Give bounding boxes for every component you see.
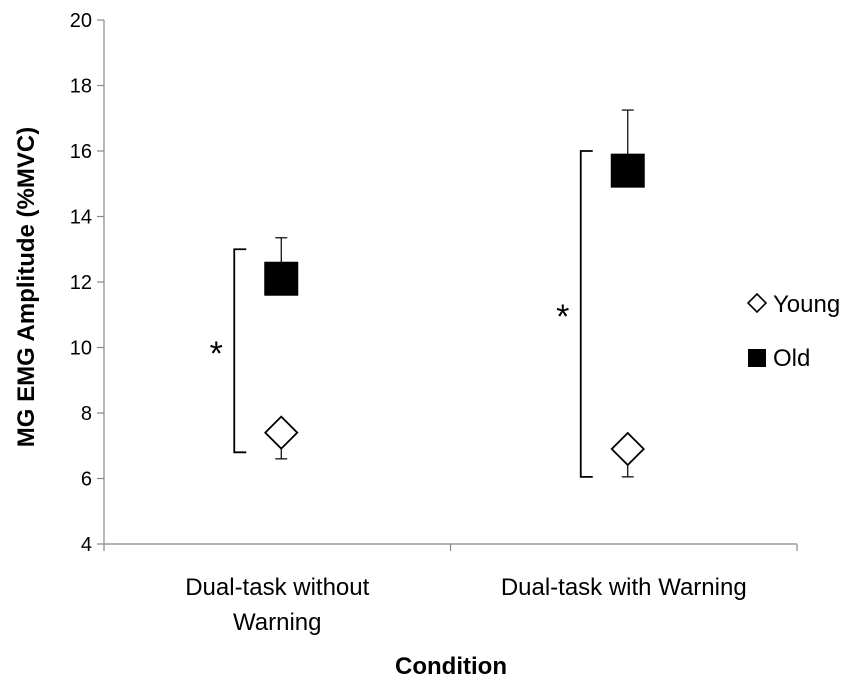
data-point-young [263, 415, 299, 450]
x-axis-title: Condition [395, 653, 507, 680]
y-ticks: 4 6 8 10 12 14 16 18 20 [70, 10, 104, 556]
legend-square-icon [748, 349, 766, 367]
y-tick-label: 8 [81, 403, 92, 425]
significance-star: * [210, 335, 223, 373]
data-marks [263, 109, 646, 478]
y-tick-label: 4 [81, 534, 92, 556]
legend-item-old: Old [748, 345, 810, 372]
significance-brackets: ** [210, 150, 593, 478]
category-labels: Dual-task without Warning Dual-task with W… [185, 574, 746, 636]
y-tick-label: 16 [70, 141, 92, 163]
y-axis-title: MG EMG Amplitude (%MVC) [13, 127, 40, 447]
legend-label-old: Old [773, 345, 810, 372]
significance-star: * [556, 298, 569, 336]
y-tick-label: 10 [70, 338, 92, 360]
category-label: Dual-task with Warning [501, 574, 747, 601]
axes [103, 20, 798, 551]
y-tick-label: 20 [70, 10, 92, 32]
y-tick-label: 14 [70, 207, 92, 229]
significance-bracket [579, 150, 593, 478]
data-point-old [610, 153, 645, 188]
legend-item-young: Young [746, 291, 840, 318]
y-tick-label: 18 [70, 76, 92, 98]
significance-bracket [233, 248, 247, 454]
y-tick-label: 6 [81, 469, 92, 491]
data-point-old [264, 261, 299, 296]
data-point-young [610, 431, 646, 467]
y-tick-label: 12 [70, 272, 92, 294]
legend-diamond-icon [746, 292, 768, 314]
legend: Young Old [746, 291, 840, 372]
legend-label-young: Young [773, 291, 840, 318]
category-label: Dual-task without [185, 574, 369, 601]
category-label: Warning [233, 609, 321, 636]
